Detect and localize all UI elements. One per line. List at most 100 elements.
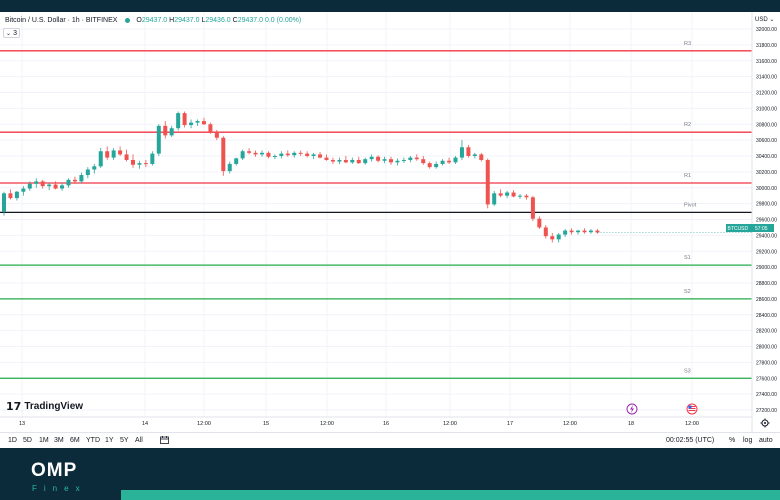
price-tick-label: 28000.00 (756, 345, 777, 351)
candle-body (563, 230, 568, 235)
candle (195, 119, 200, 126)
candle-body (79, 175, 84, 182)
candle-body (156, 125, 161, 154)
candle (563, 229, 568, 237)
candle (124, 149, 129, 162)
candle (72, 176, 77, 184)
candle-body (298, 152, 303, 154)
candle-body (453, 157, 458, 163)
price-tick-label: 31400.00 (756, 75, 777, 81)
candle (111, 148, 116, 160)
candle (350, 157, 355, 164)
timeframe-5y-button[interactable]: 5Y (120, 437, 129, 444)
candle (227, 161, 232, 174)
candle (105, 146, 110, 160)
log-scale-button[interactable]: log (743, 437, 753, 444)
chart-frame[interactable] (0, 12, 780, 448)
candle (582, 228, 587, 234)
candle-body (330, 159, 335, 162)
symbol-title[interactable]: Bitcoin / U.S. Dollar · 1h · BITFINEX (5, 17, 118, 24)
candle (298, 150, 303, 156)
market-status-icon (125, 18, 131, 23)
timeframe-1m-button[interactable]: 1M (39, 437, 49, 444)
candle (34, 178, 39, 188)
candle (382, 156, 387, 164)
candle-body (40, 181, 45, 187)
currency-selector[interactable]: USD ⌄ (755, 16, 774, 23)
pivot-label-r2: R2 (684, 122, 691, 128)
candle (401, 157, 406, 164)
time-tick-label: 12:00 (197, 421, 211, 427)
candle (305, 151, 310, 158)
percent-scale-button[interactable]: % (729, 437, 736, 444)
timeframe-5d-button[interactable]: 5D (23, 437, 32, 444)
timeframe-3m-button[interactable]: 3M (54, 437, 64, 444)
candle-body (27, 183, 32, 189)
utc-clock[interactable]: 00:02:55 (UTC) (666, 437, 715, 444)
candle (337, 157, 342, 164)
candle (163, 121, 168, 139)
auto-scale-button[interactable]: auto (759, 437, 773, 444)
us-flag-event-icon[interactable] (686, 403, 698, 415)
candle (131, 154, 135, 168)
price-tick-label: 30800.00 (756, 122, 777, 128)
candle-body (395, 160, 400, 163)
candle (498, 189, 503, 198)
candle-body (137, 163, 142, 165)
candle-body (595, 230, 600, 233)
symbol-legend[interactable]: Bitcoin / U.S. Dollar · 1h · BITFINEX O2… (5, 17, 301, 24)
candle (511, 190, 516, 198)
candle-body (111, 150, 116, 158)
price-chart[interactable]: R3 R2 R1 Pivot S1 S2 S3 32000.00 31800.00 31600.… (0, 12, 780, 432)
calendar-range-icon[interactable] (160, 436, 169, 444)
candle-body (221, 137, 226, 172)
price-tick-label: 29600.00 (756, 218, 777, 224)
candle (550, 232, 555, 243)
candle-body (537, 218, 542, 228)
omp-logo-text: OMP (31, 460, 78, 481)
candle (221, 136, 226, 176)
time-tick-label: 14 (142, 421, 148, 427)
candle (472, 152, 477, 159)
timeframe-1y-button[interactable]: 1Y (105, 437, 114, 444)
price-tick-label: 29800.00 (756, 202, 777, 208)
candle-body (518, 195, 522, 197)
candle (434, 161, 439, 169)
candle (118, 146, 123, 156)
candle-body (343, 159, 348, 163)
candle (150, 151, 155, 166)
candle-body (60, 185, 65, 189)
candle (518, 194, 522, 199)
candle (14, 190, 19, 201)
current-price-value: 57:05 (755, 226, 768, 232)
candle-body (472, 154, 477, 156)
lightning-icon[interactable] (626, 403, 638, 415)
tradingview-logo[interactable]: 17 TradingView (6, 400, 83, 413)
candle-body (72, 179, 77, 182)
candle-body (324, 157, 329, 160)
candle-body (201, 121, 206, 125)
timeframe-6m-button[interactable]: 6M (70, 437, 80, 444)
current-price-label: BTCUSD 57:05 (726, 224, 774, 232)
timeframe-1d-button[interactable]: 1D (8, 437, 17, 444)
pivot-layer: R3 R2 R1 Pivot S1 S2 S3 (0, 41, 752, 379)
candle-body (227, 163, 232, 172)
timeframe-all-button[interactable]: All (135, 437, 143, 444)
indicators-collapse-button[interactable]: ⌄ 3 (3, 28, 20, 38)
pivot-label-pivot: Pivot (684, 202, 697, 208)
currency-label: USD (755, 17, 768, 23)
time-tick-label: 12:00 (443, 421, 457, 427)
price-tick-label: 30600.00 (756, 138, 777, 144)
candle-body (389, 159, 393, 163)
candle (85, 167, 90, 179)
timeframe-ytd-button[interactable]: YTD (86, 437, 100, 444)
candle-body (492, 193, 497, 205)
candle (27, 181, 32, 191)
price-tick-label: 32000.00 (756, 27, 777, 33)
candle (356, 156, 361, 164)
gear-icon[interactable] (760, 418, 770, 428)
time-tick-label: 18 (628, 421, 634, 427)
candle (311, 152, 316, 160)
indicator-count: 3 (13, 29, 17, 37)
candle-body (163, 125, 168, 136)
